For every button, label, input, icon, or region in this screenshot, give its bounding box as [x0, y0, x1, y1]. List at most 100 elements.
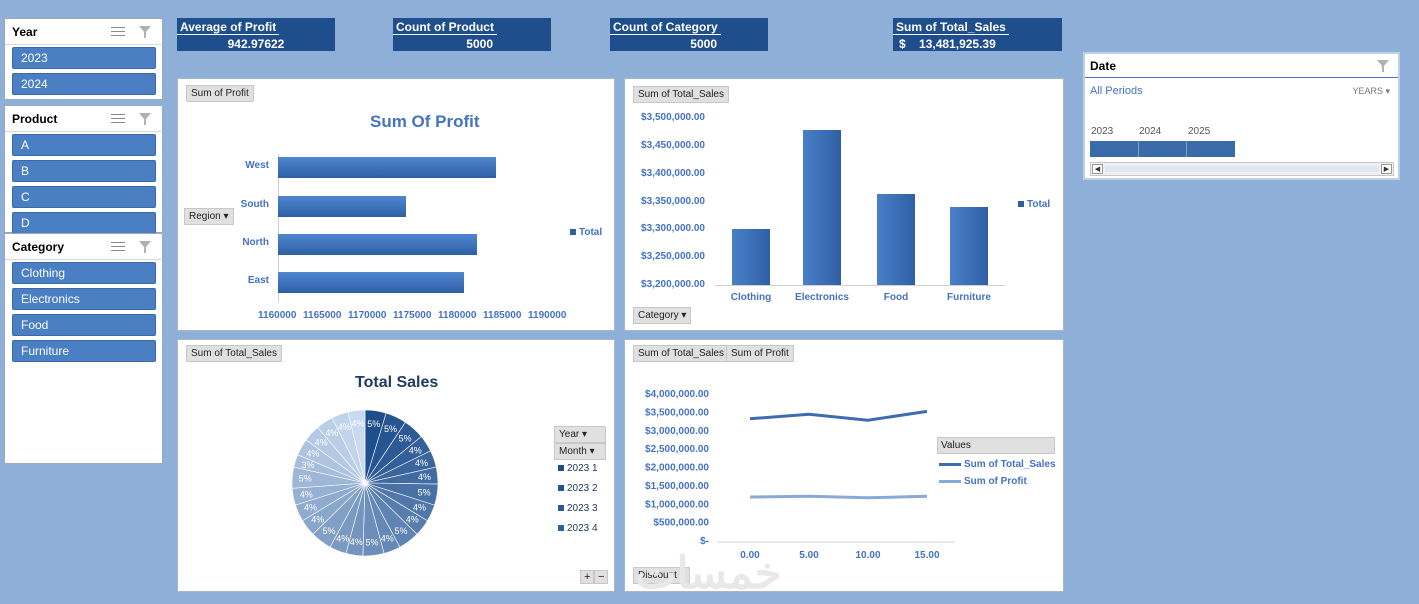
- category-item-furniture[interactable]: Furniture: [12, 340, 156, 362]
- kpi-value: $ 13,481,925.39: [893, 35, 1062, 51]
- kpi-label: Count of Category: [610, 18, 721, 35]
- filter-button-label: Month: [559, 446, 587, 457]
- axis-button-label: Category: [638, 310, 679, 321]
- category-slicer-header: Category: [5, 234, 162, 260]
- pie: 5%5%5%4%4%4%5%4%4%5%4%5%4%4%5%4%4%4%5%3%…: [291, 409, 439, 557]
- legend-swatch: [558, 505, 564, 512]
- y-tick-label: $2,500,000.00: [645, 444, 709, 455]
- pie-slice[interactable]: [347, 409, 366, 484]
- category-item-electronics[interactable]: Electronics: [12, 288, 156, 310]
- field-button-sum-of-total-sales[interactable]: Sum of Total_Sales: [633, 86, 729, 103]
- product-item-b[interactable]: B: [12, 160, 156, 182]
- legend-swatch: [570, 229, 576, 236]
- field-button-sum-of-profit[interactable]: Sum of Profit: [186, 85, 254, 102]
- multi-select-icon[interactable]: [109, 240, 127, 254]
- series-line[interactable]: [749, 494, 928, 500]
- y-tick-label: $1,500,000.00: [645, 481, 709, 492]
- legend-item-total: Total: [1018, 199, 1050, 210]
- field-button-sum-of-total-sales[interactable]: Sum of Total_Sales: [186, 345, 282, 362]
- bar-clothing: [732, 229, 770, 285]
- y-tick-label: $500,000.00: [653, 518, 709, 529]
- kpi-count-category: Count of Category 5000: [610, 18, 768, 51]
- category-slicer: Category Clothing Electronics Food Furni…: [4, 233, 163, 464]
- x-tick-label: 15.00: [914, 550, 939, 561]
- slice-label: 4%: [300, 489, 313, 499]
- year-item-2024[interactable]: 2024: [12, 73, 156, 95]
- y-tick-label: $4,000,000.00: [645, 389, 709, 400]
- scroll-left-icon[interactable]: ◀: [1092, 164, 1103, 174]
- timeline-unit-dropdown[interactable]: YEARS ▾: [1352, 86, 1390, 96]
- y-tick-label: $3,300,000.00: [641, 223, 705, 235]
- legend-item: 2023 2: [558, 483, 598, 494]
- x-tick-label: 10.00: [855, 550, 880, 561]
- slice-label: 3%: [301, 460, 314, 470]
- category-label: Furniture: [947, 292, 991, 303]
- axis-button-label: Discount: [638, 570, 677, 581]
- category-item-food[interactable]: Food: [12, 314, 156, 336]
- collapse-button[interactable]: −: [594, 570, 609, 584]
- product-item-c[interactable]: C: [12, 186, 156, 208]
- clear-filter-icon[interactable]: [137, 25, 155, 39]
- legend-swatch: [1018, 201, 1024, 208]
- y-tick-label: $3,350,000.00: [641, 195, 705, 207]
- category-label: East: [247, 275, 269, 286]
- line-plot: $4,000,000.00 $3,500,000.00 $3,000,000.00 $…: [645, 389, 955, 561]
- bar-west: [278, 157, 496, 178]
- timeline-year-2025: 2025: [1188, 126, 1211, 137]
- expand-button[interactable]: +: [580, 570, 595, 584]
- multi-select-icon[interactable]: [109, 112, 127, 126]
- axis-button-discount[interactable]: Discount: [633, 567, 690, 584]
- bar-electronics: [803, 130, 841, 285]
- field-button-sum-of-profit[interactable]: Sum of Profit: [726, 345, 794, 362]
- legend-item-total: Total: [570, 227, 602, 238]
- slice-label: 4%: [351, 419, 364, 429]
- scroll-thumb[interactable]: [1105, 166, 1379, 172]
- y-tick-label: $2,000,000.00: [645, 463, 709, 474]
- slice-label: 5%: [322, 526, 335, 536]
- x-tick-label: 0.00: [740, 550, 760, 561]
- x-tick-label: 1160000: [258, 310, 297, 321]
- timeline-period-bar[interactable]: [1090, 141, 1235, 157]
- multi-select-icon[interactable]: [109, 25, 127, 39]
- category-slicer-title: Category: [12, 239, 65, 254]
- axis-line: [715, 285, 1005, 286]
- product-item-a[interactable]: A: [12, 134, 156, 156]
- field-button-sum-of-total-sales[interactable]: Sum of Total_Sales: [633, 345, 729, 362]
- legend-item-sum-of-total-sales: Sum of Total_Sales: [939, 459, 1057, 470]
- kpi-value: 5000: [466, 37, 493, 51]
- legend-item: 2023 1: [558, 463, 598, 474]
- product-item-d[interactable]: D: [12, 212, 156, 234]
- sales-by-category-chart: Sum of Total_Sales $3,500,000.00 $3,450,0…: [624, 78, 1064, 331]
- timeline-scrollbar[interactable]: ◀ ▶: [1090, 162, 1394, 176]
- legend-label: Total: [579, 227, 603, 238]
- filter-button-month[interactable]: Month: [554, 443, 606, 460]
- filter-button-year[interactable]: Year: [554, 426, 606, 443]
- total-sales-pie-chart: Sum of Total_Sales Total Sales 5% 5% 5% 4% 4…: [177, 339, 615, 592]
- bar-furniture: [950, 207, 988, 285]
- slice-label: 5%: [395, 526, 408, 536]
- y-tick-label: $1,000,000.00: [645, 499, 709, 510]
- category-label: Clothing: [730, 292, 772, 303]
- kpi-amount: 13,481,925.39: [919, 37, 996, 51]
- kpi-label: Sum of Total_Sales: [893, 18, 1009, 35]
- clear-filter-icon[interactable]: [137, 240, 155, 254]
- year-slicer: Year 2023 2024: [4, 18, 163, 100]
- product-slicer-title: Product: [12, 111, 58, 126]
- slice-label: 4%: [304, 503, 317, 513]
- slice-label: 4%: [338, 422, 351, 432]
- slice-label: 5%: [418, 488, 431, 498]
- slice-label: 4%: [418, 472, 431, 482]
- scroll-right-icon[interactable]: ▶: [1381, 164, 1392, 174]
- legend-label: 2023 2: [567, 483, 598, 494]
- clear-filter-icon[interactable]: [137, 112, 155, 126]
- category-item-clothing[interactable]: Clothing: [12, 262, 156, 284]
- year-item-2023[interactable]: 2023: [12, 47, 156, 69]
- axis-button-region[interactable]: Region: [184, 208, 234, 225]
- clear-filter-icon[interactable]: [1375, 59, 1393, 73]
- axis-line: [278, 154, 279, 302]
- axis-button-category[interactable]: Category: [633, 307, 692, 324]
- legend-item-sum-of-profit: Sum of Profit: [939, 476, 1057, 487]
- slice-label: 4%: [306, 449, 319, 459]
- series-line[interactable]: [749, 409, 928, 422]
- kpi-label: Count of Product: [393, 18, 497, 35]
